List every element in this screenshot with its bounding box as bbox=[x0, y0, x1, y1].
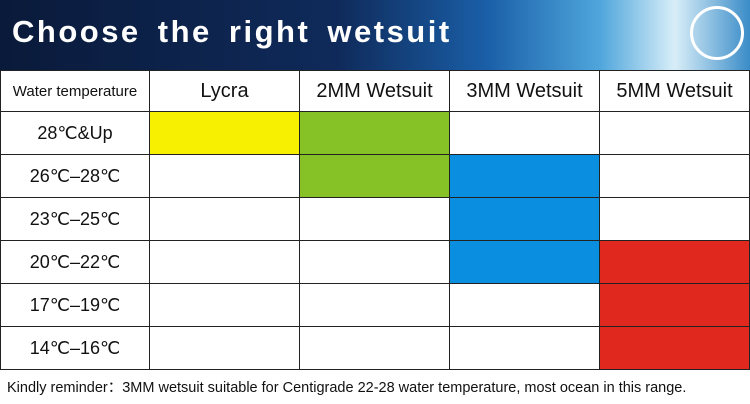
suit-cell bbox=[300, 284, 450, 327]
logo bbox=[690, 6, 744, 60]
row-label: 17℃–19℃ bbox=[0, 284, 150, 327]
row-label: 20℃–22℃ bbox=[0, 241, 150, 284]
suit-cell bbox=[150, 327, 300, 370]
suit-cell bbox=[600, 241, 750, 284]
column-header: 2MM Wetsuit bbox=[300, 70, 450, 112]
suit-cell bbox=[150, 241, 300, 284]
row-label: 23℃–25℃ bbox=[0, 198, 150, 241]
suit-cell bbox=[300, 112, 450, 155]
suit-cell bbox=[600, 112, 750, 155]
footer-note: Kindly reminder：3MM wetsuit suitable for… bbox=[7, 380, 687, 396]
suit-cell bbox=[150, 198, 300, 241]
suit-cell bbox=[450, 112, 600, 155]
suit-cell bbox=[300, 155, 450, 198]
row-label: 28℃&Up bbox=[0, 112, 150, 155]
suit-cell bbox=[150, 155, 300, 198]
table: Water temperature Lycra 2MM Wetsuit 3MM Wet… bbox=[0, 70, 750, 371]
suit-cell bbox=[450, 198, 600, 241]
suit-cell bbox=[450, 284, 600, 327]
column-header: 3MM Wetsuit bbox=[450, 70, 600, 112]
suit-cell bbox=[450, 327, 600, 370]
row-label: 14℃–16℃ bbox=[0, 327, 150, 370]
suit-cell bbox=[300, 241, 450, 284]
column-header: Lycra bbox=[150, 70, 300, 112]
column-header: 5MM Wetsuit bbox=[600, 70, 750, 112]
suit-cell bbox=[300, 198, 450, 241]
suit-cell bbox=[450, 155, 600, 198]
banner: Choose the right wetsuit bbox=[0, 0, 750, 70]
suit-cell bbox=[600, 198, 750, 241]
column-header: Water temperature bbox=[0, 70, 150, 112]
suit-cell bbox=[450, 241, 600, 284]
suit-cell bbox=[600, 155, 750, 198]
suit-cell bbox=[600, 327, 750, 370]
suit-cell bbox=[300, 327, 450, 370]
title: Choose the right wetsuit bbox=[12, 14, 452, 49]
row-label: 26℃–28℃ bbox=[0, 155, 150, 198]
suit-cell bbox=[150, 284, 300, 327]
suit-cell bbox=[150, 112, 300, 155]
suit-cell bbox=[600, 284, 750, 327]
